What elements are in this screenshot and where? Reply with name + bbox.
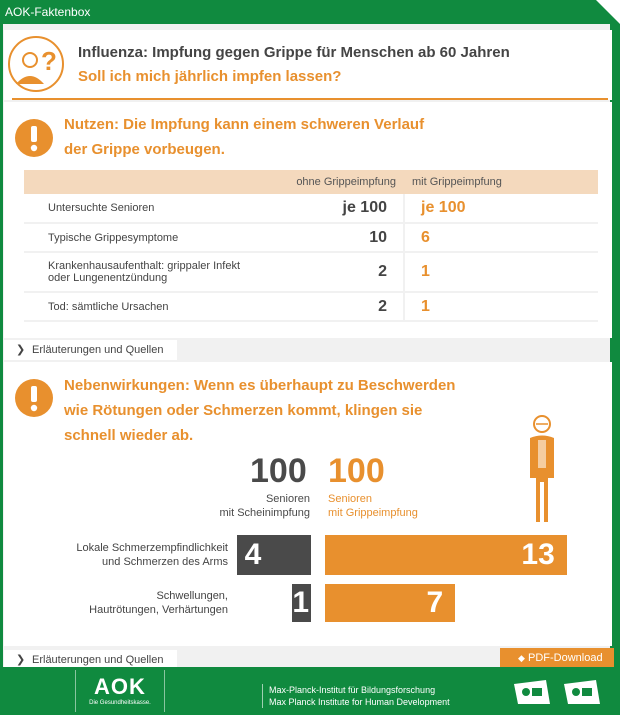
row-label: Tod: sämtliche Ursachen — [24, 292, 284, 322]
vaccine-caption-line1: Senioren — [328, 493, 373, 505]
table-header-row: ohne Grippeimpfung mit Grippeimpfung — [24, 170, 598, 194]
vaccine-bar-value: 13 — [521, 538, 555, 571]
placebo-caption-line1: Senioren — [265, 493, 310, 505]
row-label-line1: Krankenhausaufenthalt: grippaler Infekt — [48, 260, 241, 272]
expander-label: Erläuterungen und Quellen — [32, 344, 164, 356]
table-row: Untersuchte Senioren je 100 je 100 — [24, 194, 598, 224]
person-question-icon: ? — [8, 36, 64, 92]
placebo-bar-value: 4 — [244, 538, 262, 571]
institute-name-de: Max-Planck-Institut für Bildungsforschun… — [269, 685, 436, 695]
side-effects-heading-line2: wie Rötungen oder Schmerzen kommt, kling… — [64, 402, 423, 419]
side-effects-heading-line3: schnell wieder ab. — [64, 427, 194, 444]
column-header-without: ohne Grippeimpfung — [284, 170, 404, 194]
svg-text:?: ? — [41, 46, 57, 76]
side-effect-label-line1: Lokale Schmerzempfindlichkeit — [76, 542, 228, 554]
row-label: Krankenhausaufenthalt: grippaler Infekt … — [24, 252, 284, 293]
vaccine-bar: 13 — [325, 535, 567, 575]
institute-name-en: Max Planck Institute for Human Developme… — [269, 697, 450, 707]
header-divider — [12, 98, 608, 100]
column-header-spacer — [24, 170, 284, 194]
pdf-download-label: PDF-Download — [527, 652, 603, 664]
value-without: je 100 — [284, 194, 405, 224]
side-effect-label: Schwellungen, Hautrötungen, Verhärtungen — [24, 589, 228, 617]
vaccine-caption: Senioren mit Grippeimpfung — [328, 492, 418, 520]
exclamation-icon — [15, 119, 53, 157]
title-bar-shape — [0, 0, 620, 24]
facebook-share-icon[interactable] — [512, 678, 552, 706]
chevron-down-icon: ❯ — [16, 654, 26, 666]
title-bar: AOK-Faktenbox — [0, 0, 620, 24]
value-with: 1 — [404, 252, 598, 293]
window-title: AOK-Faktenbox — [5, 5, 91, 19]
page-title: Influenza: Impfung gegen Grippe für Mens… — [78, 44, 510, 61]
chevron-down-icon: ❯ — [16, 344, 26, 356]
value-without: 2 — [284, 292, 405, 322]
benefit-heading: Nutzen: Die Impfung kann einem schweren … — [64, 112, 424, 162]
side-effect-label-line2: Hautrötungen, Verhärtungen — [89, 604, 228, 616]
exclamation-icon — [15, 379, 53, 417]
aok-logo-text: AOK — [94, 674, 146, 699]
value-without: 2 — [284, 252, 405, 293]
placebo-count: 100 — [250, 452, 307, 490]
download-icon: ◆ — [518, 653, 525, 663]
share-icon[interactable] — [562, 678, 602, 706]
value-with: je 100 — [404, 194, 598, 224]
value-without: 10 — [284, 223, 405, 253]
side-effects-heading: Nebenwirkungen: Wenn es überhaupt zu Bes… — [64, 373, 455, 448]
vaccine-caption-line2: mit Grippeimpfung — [328, 507, 418, 519]
row-label-line2: oder Lungenentzündung — [48, 272, 168, 284]
vaccine-count: 100 — [328, 452, 385, 490]
expander-label: Erläuterungen und Quellen — [32, 654, 164, 666]
vaccine-bar: 7 — [325, 584, 456, 622]
institute-name: Max-Planck-Institut für Bildungsforschun… — [262, 684, 450, 708]
benefit-table: ohne Grippeimpfung mit Grippeimpfung Unt… — [24, 170, 598, 322]
senior-person-icon — [530, 415, 554, 522]
side-effect-label-line1: Schwellungen, — [156, 590, 228, 602]
table-row: Tod: sämtliche Ursachen 2 1 — [24, 292, 598, 322]
placebo-caption: Senioren mit Scheinimpfung — [200, 492, 311, 520]
column-header-with: mit Grippeimpfung — [404, 170, 598, 194]
placebo-bar: 4 — [236, 535, 311, 575]
table-row: Typische Grippesymptome 10 6 — [24, 223, 598, 253]
placebo-bar-value: 1 — [292, 586, 310, 619]
header-panel — [4, 30, 612, 100]
value-with: 6 — [404, 223, 598, 253]
value-with: 1 — [404, 292, 598, 322]
side-effects-heading-line1: Nebenwirkungen: Wenn es überhaupt zu Bes… — [64, 377, 456, 394]
benefit-heading-line2: der Grippe vorbeugen. — [64, 141, 225, 158]
pdf-download-button[interactable]: ◆ PDF-Download — [500, 648, 614, 668]
side-effect-label: Lokale Schmerzempfindlichkeit und Schmer… — [24, 541, 228, 569]
sources-expander-1[interactable]: ❯ Erläuterungen und Quellen — [4, 340, 178, 360]
placebo-bar: 1 — [292, 584, 311, 622]
row-label: Untersuchte Senioren — [24, 194, 284, 224]
row-label: Typische Grippesymptome — [24, 223, 284, 253]
page-subtitle: Soll ich mich jährlich impfen lassen? — [78, 68, 342, 85]
benefit-heading-line1: Nutzen: Die Impfung kann einem schweren … — [64, 116, 425, 133]
sources-expander-2[interactable]: ❯ Erläuterungen und Quellen — [4, 650, 178, 670]
side-effect-label-line2: und Schmerzen des Arms — [102, 556, 228, 568]
aok-logo[interactable]: AOK Die Gesundheitskasse. — [75, 670, 165, 712]
placebo-caption-line2: mit Scheinimpfung — [219, 507, 311, 519]
table-row: Krankenhausaufenthalt: grippaler Infekt … — [24, 252, 598, 293]
aok-logo-subtitle: Die Gesundheitskasse. — [89, 700, 151, 706]
vaccine-bar-value: 7 — [426, 586, 444, 619]
